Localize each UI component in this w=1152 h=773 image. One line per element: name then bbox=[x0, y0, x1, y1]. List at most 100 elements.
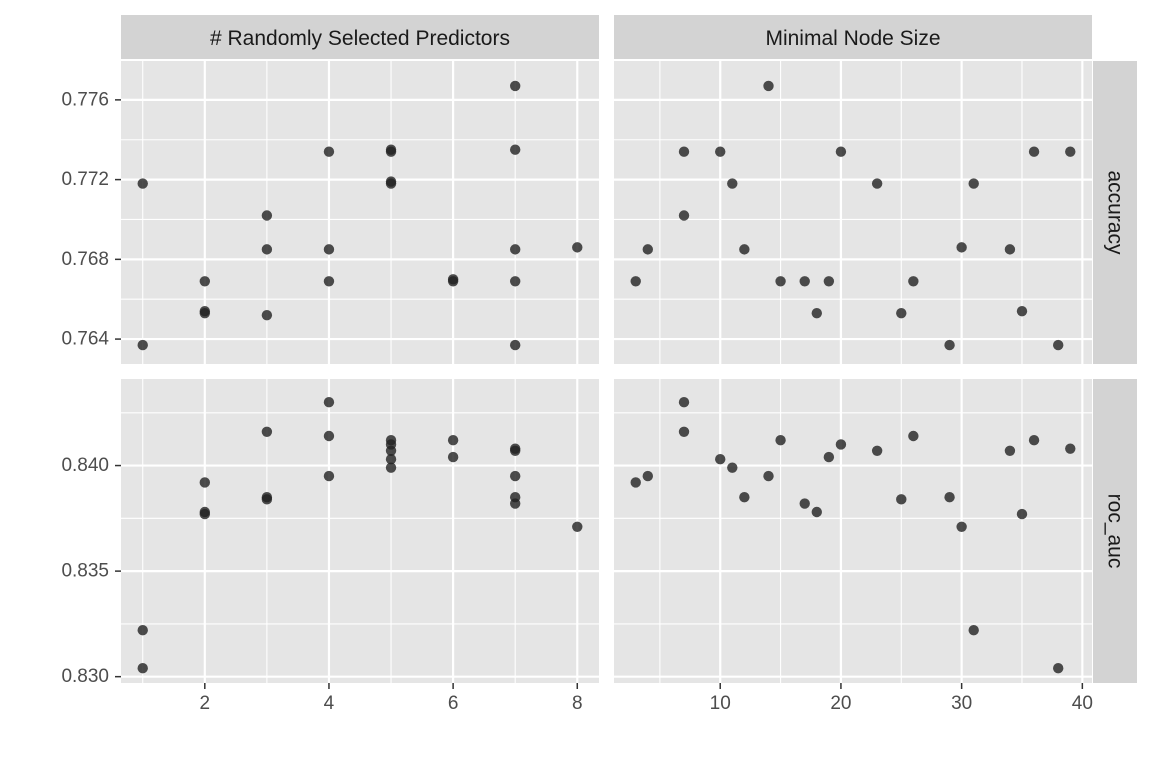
data-point bbox=[715, 454, 726, 465]
data-point bbox=[1065, 146, 1076, 157]
x-tick-label: 4 bbox=[324, 693, 335, 714]
data-point bbox=[385, 462, 397, 473]
data-point bbox=[727, 462, 738, 473]
data-point bbox=[261, 244, 273, 255]
data-point bbox=[323, 397, 335, 408]
data-point bbox=[835, 146, 847, 157]
data-point bbox=[944, 492, 955, 503]
data-point bbox=[509, 80, 521, 92]
panel-accuracy-node-size bbox=[614, 61, 1092, 364]
data-point bbox=[944, 339, 955, 351]
data-point bbox=[261, 309, 273, 321]
data-point bbox=[447, 274, 459, 285]
y-axis-accuracy: 0.764 0.768 0.772 0.776 bbox=[61, 89, 121, 350]
data-point bbox=[137, 339, 148, 351]
data-point bbox=[823, 276, 835, 287]
data-point bbox=[385, 445, 397, 456]
data-point bbox=[871, 178, 883, 189]
data-point bbox=[323, 470, 335, 482]
data-point bbox=[137, 663, 148, 674]
data-point bbox=[323, 146, 335, 157]
data-point bbox=[799, 498, 810, 509]
data-point bbox=[678, 210, 690, 221]
data-point bbox=[896, 307, 907, 319]
x-axis-node-size: 10 20 30 40 bbox=[710, 683, 1093, 714]
strip-row-2-label: roc_auc bbox=[1104, 494, 1127, 569]
data-point bbox=[323, 430, 335, 442]
y-tick-label: 0.768 bbox=[61, 249, 109, 270]
data-point bbox=[323, 244, 335, 255]
x-tick-label: 30 bbox=[951, 693, 972, 714]
data-point bbox=[896, 494, 907, 505]
strip-column-1-label: # Randomly Selected Predictors bbox=[210, 27, 510, 50]
data-point bbox=[572, 521, 583, 532]
data-point bbox=[811, 307, 822, 319]
x-axis-predictors: 2 4 6 8 bbox=[200, 683, 583, 714]
panel-background bbox=[614, 379, 1092, 683]
data-point bbox=[956, 242, 967, 253]
y-tick-label: 0.772 bbox=[61, 169, 109, 190]
data-point bbox=[968, 178, 979, 189]
data-point bbox=[642, 470, 653, 482]
data-point bbox=[775, 276, 786, 287]
data-point bbox=[968, 625, 979, 636]
data-point bbox=[261, 426, 273, 437]
panel-roc-auc-predictors bbox=[121, 379, 599, 683]
data-point bbox=[261, 494, 273, 505]
data-point bbox=[811, 506, 822, 518]
data-point bbox=[908, 430, 919, 442]
data-point bbox=[908, 276, 919, 287]
strip-column-2 bbox=[614, 15, 1092, 59]
data-point bbox=[509, 498, 521, 509]
data-point bbox=[447, 451, 459, 463]
data-point bbox=[509, 144, 521, 155]
data-point bbox=[385, 454, 397, 465]
x-tick-label: 20 bbox=[830, 693, 851, 714]
data-point bbox=[1028, 146, 1040, 157]
data-point bbox=[1065, 443, 1076, 454]
data-point bbox=[678, 146, 690, 157]
x-tick-label: 6 bbox=[448, 693, 459, 714]
data-point bbox=[509, 339, 521, 351]
data-point bbox=[727, 178, 738, 189]
data-point bbox=[823, 451, 835, 463]
strip-column-1 bbox=[121, 15, 599, 59]
x-tick-label: 10 bbox=[710, 693, 731, 714]
data-point bbox=[871, 445, 883, 456]
data-point bbox=[385, 176, 397, 187]
strip-row-2 bbox=[1093, 379, 1137, 683]
data-point bbox=[137, 178, 148, 189]
data-point bbox=[630, 477, 641, 488]
data-point bbox=[323, 276, 335, 287]
data-point bbox=[956, 521, 967, 532]
panel-accuracy-predictors bbox=[121, 61, 599, 364]
panel-roc-auc-node-size bbox=[614, 379, 1092, 683]
strip-column-2-label: Minimal Node Size bbox=[765, 27, 940, 50]
data-point bbox=[261, 210, 273, 221]
y-tick-label: 0.830 bbox=[61, 666, 109, 687]
data-point bbox=[799, 276, 810, 287]
strip-row-1-label: accuracy bbox=[1104, 170, 1127, 255]
data-point bbox=[199, 508, 211, 520]
data-point bbox=[199, 276, 211, 287]
data-point bbox=[509, 244, 521, 255]
y-tick-label: 0.776 bbox=[61, 89, 109, 110]
data-point bbox=[835, 439, 847, 450]
data-point bbox=[1053, 339, 1064, 351]
data-point bbox=[509, 276, 521, 287]
data-point bbox=[385, 144, 397, 155]
data-point bbox=[775, 435, 786, 446]
panel-background bbox=[121, 379, 599, 683]
x-tick-label: 8 bbox=[572, 693, 583, 714]
data-point bbox=[678, 397, 690, 408]
data-point bbox=[763, 470, 774, 482]
y-axis-roc-auc: 0.830 0.835 0.840 bbox=[61, 455, 121, 687]
data-point bbox=[1016, 508, 1028, 520]
x-tick-label: 40 bbox=[1072, 693, 1093, 714]
data-point bbox=[763, 80, 774, 92]
data-point bbox=[1053, 663, 1064, 674]
panel-background bbox=[121, 61, 599, 364]
data-point bbox=[199, 305, 211, 317]
